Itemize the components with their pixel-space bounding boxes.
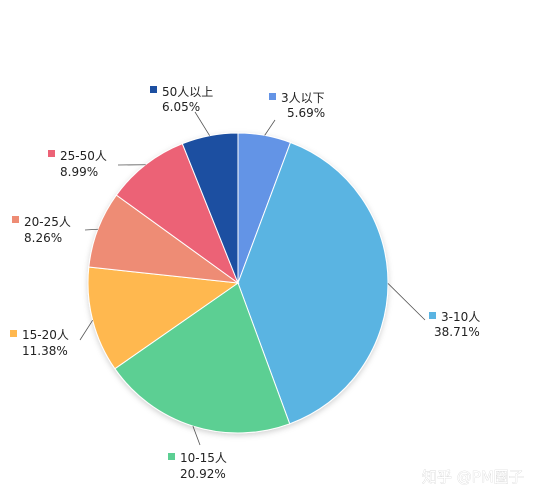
label-marker-1 [429, 312, 436, 319]
pie-slice-5 [115, 143, 240, 285]
category-label-7: 3人以下 [281, 91, 325, 105]
leader-line-1 [387, 283, 426, 321]
label-marker-4 [12, 216, 19, 223]
category-label-6: 50人以上 [162, 85, 213, 99]
category-label-5: 25-50人 [60, 149, 107, 163]
leader-line-7 [264, 119, 276, 136]
leader-line-4 [84, 228, 98, 231]
pie-slices [87, 132, 389, 434]
category-label-4: 20-25人 [24, 215, 71, 229]
watermark: 知乎 @PM圈子 [422, 468, 524, 486]
value-label-7: 5.69% [287, 106, 325, 120]
value-label-5: 8.99% [60, 165, 98, 179]
label-marker-2 [168, 453, 175, 460]
value-label-3: 11.38% [22, 344, 68, 358]
leader-line-3 [79, 319, 94, 341]
leader-line-6 [194, 111, 211, 136]
leader-line-2 [192, 425, 201, 446]
value-label-4: 8.26% [24, 231, 62, 245]
category-label-3: 15-20人 [22, 328, 69, 342]
pie-slice-1 [237, 141, 389, 425]
value-label-6: 6.05% [162, 100, 200, 114]
value-label-1: 38.71% [434, 325, 480, 339]
label-marker-6 [150, 86, 157, 93]
pie-slice-3 [87, 266, 240, 370]
label-marker-7 [269, 93, 276, 100]
category-label-2: 10-15人 [180, 451, 227, 465]
value-label-2: 20.92% [180, 467, 226, 481]
pie-slice-2 [114, 282, 291, 434]
label-marker-5 [48, 150, 55, 157]
label-marker-3 [10, 330, 17, 337]
category-label-1: 3-10人 [441, 310, 480, 324]
